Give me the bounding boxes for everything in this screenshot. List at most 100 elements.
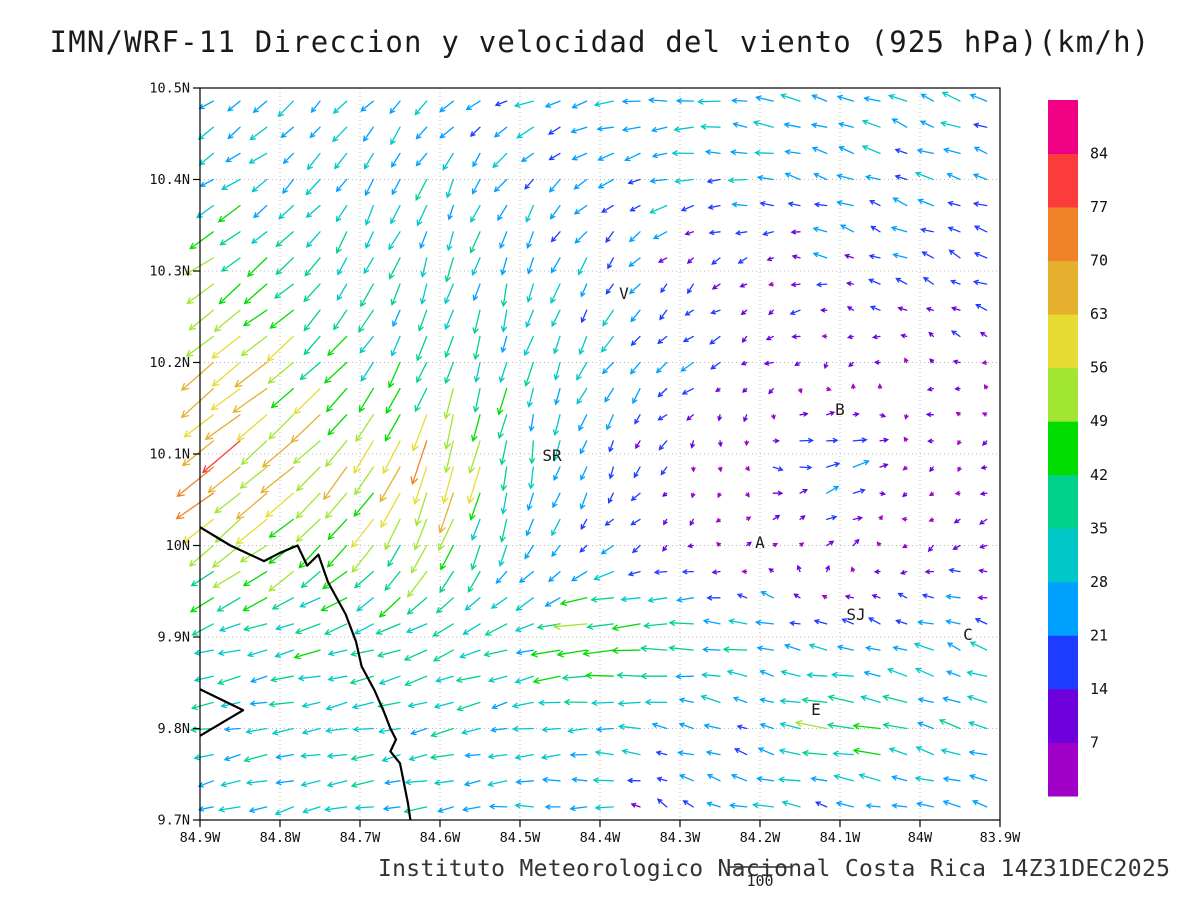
wind-arrow xyxy=(928,331,934,338)
wind-arrow xyxy=(844,594,854,600)
wind-arrow xyxy=(235,492,268,520)
wind-arrow xyxy=(673,126,694,133)
wind-arrow xyxy=(635,440,641,450)
wind-arrow xyxy=(579,544,588,553)
wind-arrow xyxy=(188,309,214,331)
wind-arrow xyxy=(275,231,294,248)
wind-arrow xyxy=(514,753,534,761)
wind-arrow xyxy=(389,100,401,115)
wind-arrow xyxy=(768,387,774,395)
wind-arrow xyxy=(821,595,828,600)
wind-arrow xyxy=(789,620,801,626)
colorbar-segment xyxy=(1048,688,1078,743)
wind-arrow xyxy=(605,231,614,244)
wind-arrow xyxy=(180,387,214,419)
colorbar-segment xyxy=(1048,100,1078,154)
wind-arrow xyxy=(846,334,854,340)
wind-arrow xyxy=(483,649,508,658)
coastline-path xyxy=(199,526,412,821)
wind-arrow xyxy=(443,414,454,451)
wind-arrow xyxy=(220,780,241,788)
wind-arrow xyxy=(582,649,614,657)
wind-arrow xyxy=(799,488,809,494)
wind-arrow xyxy=(940,748,961,756)
wind-arrow xyxy=(799,464,813,471)
colorbar-tick-label: 63 xyxy=(1090,305,1108,323)
wind-arrow xyxy=(445,178,454,199)
wind-arrow xyxy=(737,257,748,264)
wind-arrow xyxy=(711,569,721,575)
colorbar-segment xyxy=(1048,742,1078,797)
wind-arrow xyxy=(605,414,614,431)
wind-arrow xyxy=(955,411,961,417)
y-tick-label: 10.3N xyxy=(149,264,190,280)
wind-arrow xyxy=(629,361,641,375)
wind-arrow xyxy=(413,518,428,551)
wind-arrow xyxy=(663,518,668,526)
wind-arrow xyxy=(914,775,934,782)
wind-arrow xyxy=(920,227,934,233)
wind-arrow xyxy=(335,231,348,255)
wind-arrow xyxy=(624,152,641,162)
wind-arrow xyxy=(309,126,321,139)
wind-arrow xyxy=(680,361,694,372)
wind-arrow xyxy=(621,98,641,105)
wind-arrow xyxy=(608,466,614,480)
wind-arrow xyxy=(353,623,374,635)
wind-arrow xyxy=(901,543,908,549)
wind-arrow xyxy=(536,623,561,630)
wind-arrow xyxy=(772,514,781,521)
y-tick-label: 9.8N xyxy=(157,721,190,737)
wind-arrow xyxy=(404,779,428,786)
wind-arrow xyxy=(220,257,241,272)
wind-arrow xyxy=(835,800,854,808)
wind-arrow xyxy=(305,204,321,219)
wind-arrow xyxy=(651,722,668,730)
wind-arrow xyxy=(848,361,854,368)
wind-arrow xyxy=(248,806,268,813)
wind-arrow xyxy=(760,591,774,599)
wind-arrow xyxy=(878,514,883,521)
wind-arrow xyxy=(811,146,828,155)
wind-arrow xyxy=(544,100,561,108)
wind-arrows xyxy=(175,91,989,816)
wind-arrow xyxy=(836,173,854,181)
wind-arrow xyxy=(947,226,961,233)
station-label: A xyxy=(755,533,765,552)
wind-arrow xyxy=(656,776,668,782)
wind-arrow xyxy=(232,387,268,413)
wind-arrow xyxy=(524,178,534,190)
wind-arrow xyxy=(353,570,374,589)
wind-arrow xyxy=(303,335,321,356)
wind-arrow xyxy=(275,623,294,631)
station-label: E xyxy=(811,700,821,719)
wind-arrow xyxy=(968,749,988,756)
wind-arrow xyxy=(799,542,805,547)
wind-arrow xyxy=(497,387,508,416)
wind-arrow xyxy=(188,544,214,567)
station-label: B xyxy=(835,400,845,419)
wind-arrow xyxy=(416,361,428,384)
wind-arrow xyxy=(823,361,829,370)
wind-arrow xyxy=(756,175,774,181)
wind-arrow xyxy=(387,544,401,568)
colorbar: 7 14 21 28 35 42 49 56 63 70 77 84 xyxy=(1048,100,1108,797)
wind-arrow xyxy=(972,122,988,128)
wind-arrow xyxy=(551,518,561,537)
wind-arrow xyxy=(538,699,561,706)
wind-arrow xyxy=(293,387,321,415)
wind-arrow xyxy=(787,201,801,207)
wind-arrow xyxy=(677,750,694,756)
wind-arrow xyxy=(647,97,668,104)
wind-arrow xyxy=(303,309,321,332)
wind-arrow xyxy=(783,122,801,128)
wind-arrow xyxy=(193,753,214,761)
wind-arrow xyxy=(838,146,854,155)
wind-arrow xyxy=(460,727,481,735)
wind-arrow xyxy=(193,675,214,683)
wind-arrow xyxy=(870,225,881,233)
wind-arrow xyxy=(416,335,428,362)
wind-arrow xyxy=(771,414,776,421)
wind-arrow xyxy=(495,570,508,585)
